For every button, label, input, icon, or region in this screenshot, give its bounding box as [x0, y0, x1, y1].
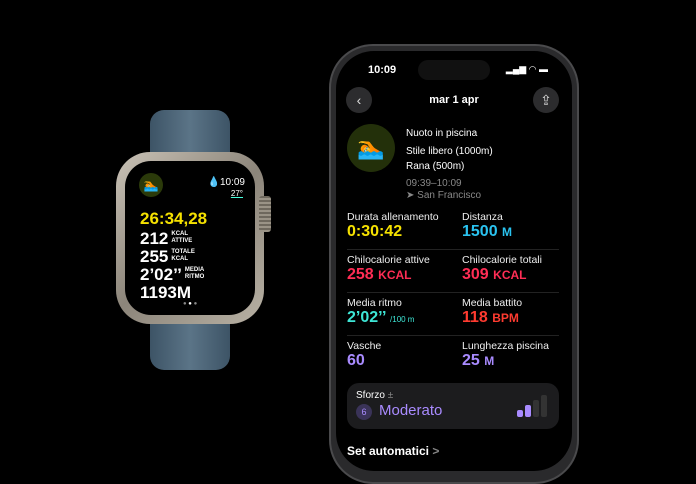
metric-label: Lunghezza piscina	[462, 340, 549, 352]
dynamic-island	[418, 60, 490, 80]
effort-label-text: Sforzo	[356, 390, 385, 401]
metric-label: Chilocalorie totali	[462, 254, 542, 266]
watch-temperature: 27°	[230, 189, 243, 198]
watch-time: 💧10:09	[207, 177, 245, 188]
metric-number: 258	[347, 266, 374, 283]
metric-label: Media ritmo	[347, 297, 402, 309]
divider	[347, 249, 559, 250]
workout-set: Stile libero (1000m)	[406, 146, 493, 157]
metric-value: 258 KCAL	[347, 266, 430, 284]
effort-value: Moderato	[379, 402, 443, 419]
watch-row: 2’02’’ MEDIA RITMO	[140, 265, 204, 285]
metric: Chilocalorie attive 258 KCAL	[347, 254, 430, 284]
metric: Media battito 118 BPM	[462, 297, 522, 327]
metric-unit: M	[502, 225, 513, 239]
back-button[interactable]: ‹	[346, 87, 372, 113]
effort-bar	[533, 400, 539, 417]
metric-unit: BPM	[492, 311, 519, 325]
row-value: 212	[140, 229, 169, 248]
swim-icon: 🏊	[347, 124, 395, 172]
metric-value: 2’02’’ /100 m	[347, 309, 414, 327]
section-title: Set automatici	[347, 444, 430, 458]
page-dots: ● ● ●	[183, 301, 198, 307]
metric-unit: /100 m	[390, 315, 415, 324]
row-label: TOTALE	[171, 249, 195, 255]
row-label: KCAL	[171, 256, 189, 262]
metric-value: 309 KCAL	[462, 266, 542, 284]
iphone-screen: 10:09 ▂▄▆ ◠ ▬ ‹ mar 1 apr ⇪ 🏊 Nuoto in p…	[336, 51, 572, 471]
effort-card[interactable]: Sforzo ± 6 Moderato	[347, 383, 559, 429]
row-value: 2’02’’	[140, 265, 182, 284]
metric-value: 60	[347, 352, 381, 370]
row-value: 255	[140, 247, 169, 266]
watch-row: 212 KCAL ATTIVE	[140, 229, 192, 249]
status-time: 10:09	[368, 64, 397, 76]
page-title: mar 1 apr	[429, 94, 479, 106]
metric-unit: M	[484, 354, 495, 368]
metric: Distanza 1500 M	[462, 211, 512, 241]
watch-crown[interactable]	[259, 196, 271, 232]
location-arrow-icon: ➤	[406, 190, 418, 201]
metric-number: 0:30:42	[347, 223, 403, 240]
metric-unit: KCAL	[493, 268, 527, 282]
effort-bars-icon	[517, 395, 547, 417]
effort-bar	[525, 405, 531, 417]
effort-label: Sforzo ±	[356, 390, 393, 401]
watch-screen: 🏊 💧10:09 27° 26:34,28 212 KCAL ATTIVE 255 T…	[125, 161, 255, 315]
watch-time-text: 10:09	[219, 177, 245, 188]
watch-timer: 26:34,28	[140, 209, 208, 228]
section-auto-sets[interactable]: Set automatici >	[347, 444, 439, 458]
workout-info: Nuoto in piscina Stile libero (1000m) Ra…	[406, 126, 493, 203]
workout-set: Rana (500m)	[406, 161, 465, 172]
metric-number: 309	[462, 266, 489, 283]
workout-title: Nuoto in piscina	[406, 128, 478, 139]
row-label: RITMO	[184, 274, 205, 280]
chevron-left-icon: ‹	[356, 92, 362, 108]
metric-label: Distanza	[462, 211, 503, 223]
divider	[347, 292, 559, 293]
share-button[interactable]: ⇪	[533, 87, 559, 113]
metric-label: Vasche	[347, 340, 382, 352]
metric-number: 1500	[462, 223, 498, 240]
metric: Durata allenamento 0:30:42	[347, 211, 439, 241]
swim-icon: 🏊	[139, 173, 163, 197]
metric-label: Durata allenamento	[347, 211, 439, 223]
row-label: MEDIA	[184, 267, 205, 273]
effort-bar	[517, 410, 523, 417]
workout-location: ➤ San Francisco	[406, 188, 493, 203]
effort-level-badge: 6	[356, 404, 372, 420]
metric: Lunghezza piscina 25 M	[462, 340, 549, 370]
metric: Chilocalorie totali 309 KCAL	[462, 254, 542, 284]
metric-value: 1500 M	[462, 223, 512, 241]
metric-label: Media battito	[462, 297, 523, 309]
row-label: ATTIVE	[171, 238, 193, 244]
metric-number: 25	[462, 352, 480, 369]
workout-time-range: 09:39–10:09	[406, 178, 462, 189]
metric: Vasche 60	[347, 340, 381, 370]
metric: Media ritmo 2’02’’ /100 m	[347, 297, 414, 327]
watch-row: 1193M	[140, 283, 192, 302]
row-label: KCAL	[171, 231, 189, 237]
metric-number: 118	[462, 309, 488, 326]
status-icons: ▂▄▆ ◠ ▬	[505, 64, 548, 74]
share-icon: ⇪	[540, 92, 552, 108]
metric-number: 60	[347, 352, 365, 369]
metric-value: 118 BPM	[462, 309, 522, 327]
metric-label: Chilocalorie attive	[347, 254, 430, 266]
chevron-right-icon: >	[432, 444, 440, 458]
watch-row: 255 TOTALE KCAL	[140, 247, 195, 267]
plus-minus-icon[interactable]: ±	[387, 390, 394, 401]
metric-number: 2’02’’	[347, 309, 386, 326]
metric-unit: KCAL	[378, 268, 412, 282]
divider	[347, 335, 559, 336]
location-text: San Francisco	[417, 190, 482, 201]
effort-bar	[541, 395, 547, 417]
metric-value: 0:30:42	[347, 223, 439, 241]
metric-value: 25 M	[462, 352, 549, 370]
